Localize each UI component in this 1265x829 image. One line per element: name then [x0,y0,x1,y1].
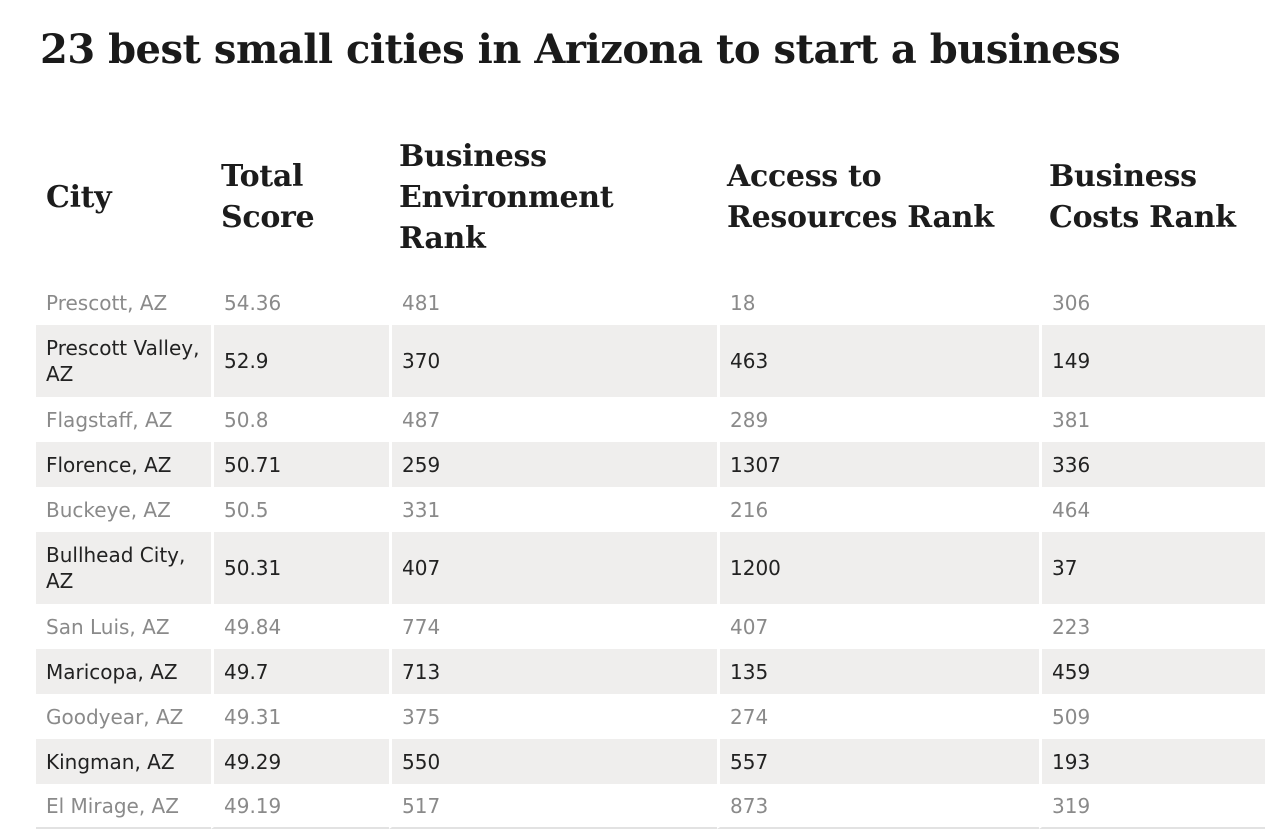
total-score-cell: 49.29 [211,739,389,784]
business-costs-rank-cell: 193 [1039,739,1265,784]
business-costs-rank-cell: 306 [1039,280,1265,325]
table-row: Kingman, AZ 49.29 550 557 193 [36,739,1265,784]
table-row: Maricopa, AZ 49.7 713 135 459 [36,649,1265,694]
business-environment-rank-cell: 407 [389,532,717,604]
business-environment-rank-cell: 550 [389,739,717,784]
business-costs-rank-cell: 381 [1039,397,1265,442]
business-environment-rank-cell: 370 [389,325,717,397]
total-score-cell: 49.31 [211,694,389,739]
column-header-business-environment-rank[interactable]: Business Environment Rank [399,138,614,256]
access-to-resources-rank-cell: 135 [717,649,1039,694]
access-to-resources-rank-cell: 1307 [717,442,1039,487]
table-row: Buckeye, AZ 50.5 331 216 464 [36,487,1265,532]
business-environment-rank-cell: 375 [389,694,717,739]
total-score-cell: 50.71 [211,442,389,487]
table-row: San Luis, AZ 49.84 774 407 223 [36,604,1265,649]
access-to-resources-rank-cell: 289 [717,397,1039,442]
business-costs-rank-cell: 223 [1039,604,1265,649]
total-score-cell: 49.19 [211,784,389,829]
business-environment-rank-cell: 481 [389,280,717,325]
total-score-cell: 54.36 [211,280,389,325]
city-cell: Prescott Valley, AZ [36,325,211,397]
table-row: El Mirage, AZ 49.19 517 873 319 [36,784,1265,829]
city-cell: Kingman, AZ [36,739,211,784]
access-to-resources-rank-cell: 557 [717,739,1039,784]
business-costs-rank-cell: 459 [1039,649,1265,694]
city-cell: Flagstaff, AZ [36,397,211,442]
access-to-resources-rank-cell: 18 [717,280,1039,325]
city-cell: Bullhead City, AZ [36,532,211,604]
city-cell: El Mirage, AZ [36,784,211,829]
table-header: City Total Score Business Environment Ra… [36,128,1265,280]
access-to-resources-rank-cell: 407 [717,604,1039,649]
page-title: 23 best small cities in Arizona to start… [40,26,1121,73]
business-costs-rank-cell: 319 [1039,784,1265,829]
business-environment-rank-cell: 517 [389,784,717,829]
business-environment-rank-cell: 331 [389,487,717,532]
business-environment-rank-cell: 487 [389,397,717,442]
table-row: Florence, AZ 50.71 259 1307 336 [36,442,1265,487]
table-row: Prescott Valley, AZ 52.9 370 463 149 [36,325,1265,397]
table-header-row: City Total Score Business Environment Ra… [36,128,1265,280]
city-cell: Prescott, AZ [36,280,211,325]
column-header-business-costs-rank[interactable]: Business Costs Rank [1049,159,1236,235]
table-body: Prescott, AZ 54.36 481 18 306 Prescott V… [36,280,1265,829]
column-header-city[interactable]: City [46,179,112,215]
total-score-cell: 50.8 [211,397,389,442]
city-cell: Goodyear, AZ [36,694,211,739]
business-costs-rank-cell: 464 [1039,487,1265,532]
business-costs-rank-cell: 37 [1039,532,1265,604]
business-environment-rank-cell: 259 [389,442,717,487]
business-costs-rank-cell: 149 [1039,325,1265,397]
total-score-cell: 50.31 [211,532,389,604]
access-to-resources-rank-cell: 274 [717,694,1039,739]
city-cell: Maricopa, AZ [36,649,211,694]
city-cell: San Luis, AZ [36,604,211,649]
column-header-access-to-resources-rank[interactable]: Access to Resources Rank [727,159,994,235]
business-costs-rank-cell: 336 [1039,442,1265,487]
access-to-resources-rank-cell: 463 [717,325,1039,397]
column-header-total-score[interactable]: Total Score [221,159,315,235]
total-score-cell: 52.9 [211,325,389,397]
city-cell: Florence, AZ [36,442,211,487]
table-row: Bullhead City, AZ 50.31 407 1200 37 [36,532,1265,604]
access-to-resources-rank-cell: 216 [717,487,1039,532]
total-score-cell: 49.7 [211,649,389,694]
business-costs-rank-cell: 509 [1039,694,1265,739]
table-row: Flagstaff, AZ 50.8 487 289 381 [36,397,1265,442]
total-score-cell: 50.5 [211,487,389,532]
total-score-cell: 49.84 [211,604,389,649]
business-environment-rank-cell: 774 [389,604,717,649]
access-to-resources-rank-cell: 873 [717,784,1039,829]
table-row: Prescott, AZ 54.36 481 18 306 [36,280,1265,325]
business-environment-rank-cell: 713 [389,649,717,694]
access-to-resources-rank-cell: 1200 [717,532,1039,604]
data-table: City Total Score Business Environment Ra… [36,128,1265,829]
city-cell: Buckeye, AZ [36,487,211,532]
table-row: Goodyear, AZ 49.31 375 274 509 [36,694,1265,739]
